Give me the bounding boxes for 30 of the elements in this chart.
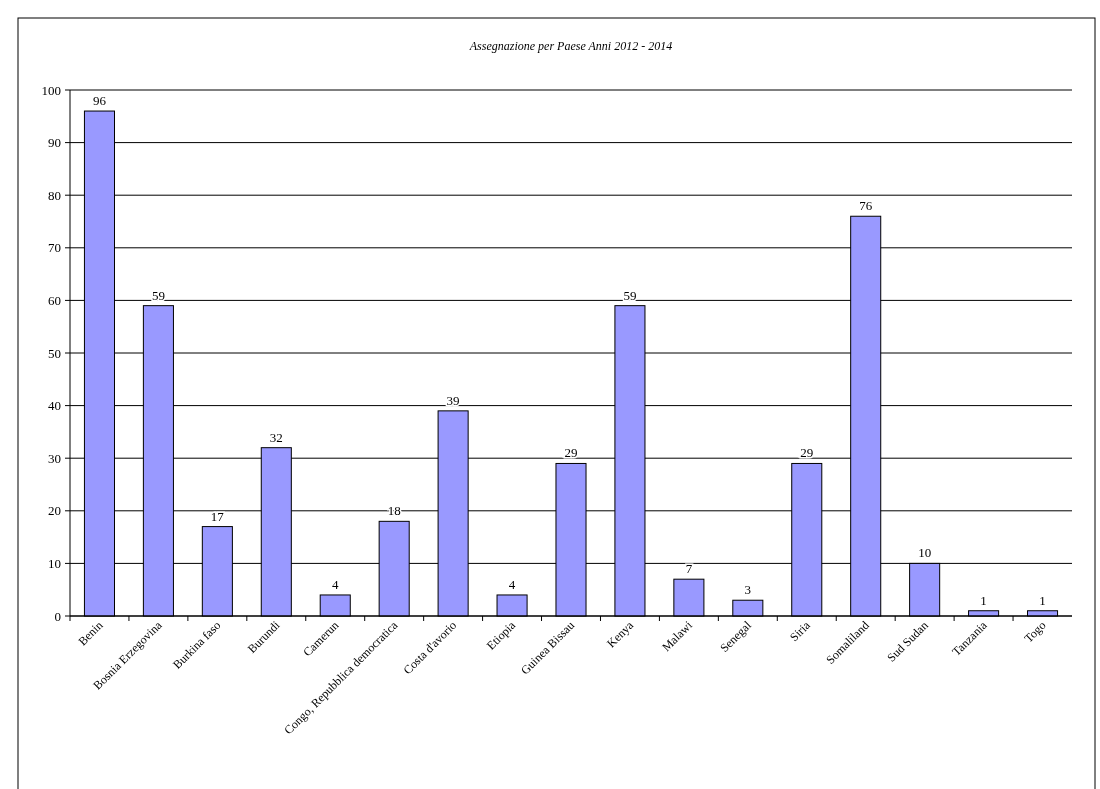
data-label: 59 (151, 287, 165, 303)
data-label: 29 (800, 445, 814, 461)
y-tick-label: 80 (48, 187, 61, 203)
data-label: 3 (744, 582, 752, 598)
data-label: 1 (980, 592, 987, 608)
y-tick-label: 100 (41, 82, 61, 98)
y-tick-label: 10 (48, 555, 61, 571)
data-label: 39 (446, 392, 460, 408)
data-label: 17 (210, 508, 225, 524)
data-label: 29 (564, 445, 578, 461)
data-label: 76 (859, 198, 873, 214)
data-label: 59 (623, 287, 637, 303)
chart-title: Assegnazione per Paese Anni 2012 - 2014 (468, 39, 673, 53)
data-label: 10 (918, 545, 932, 561)
data-label: 1 (1039, 592, 1046, 608)
data-label: 4 (331, 576, 339, 592)
data-label: 7 (685, 561, 693, 577)
y-tick-label: 70 (48, 240, 61, 256)
y-tick-label: 50 (48, 345, 61, 361)
y-tick-label: 40 (48, 398, 61, 414)
data-label: 4 (508, 576, 516, 592)
x-tick-label: Togo (1021, 618, 1049, 646)
y-tick-label: 0 (54, 608, 61, 624)
y-tick-label: 90 (48, 135, 61, 151)
data-label: 96 (92, 93, 107, 109)
y-tick-label: 30 (48, 450, 61, 466)
data-label: 32 (269, 429, 283, 445)
y-tick-label: 60 (48, 292, 61, 308)
x-tick-label: Siria (786, 617, 814, 645)
y-tick-label: 20 (48, 503, 61, 519)
